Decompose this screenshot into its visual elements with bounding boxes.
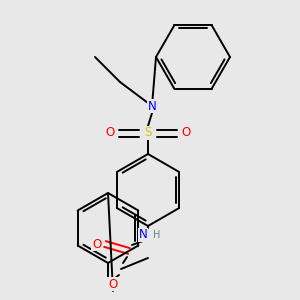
- Text: O: O: [108, 278, 118, 290]
- Text: H: H: [153, 230, 161, 240]
- Text: N: N: [148, 100, 156, 112]
- Text: S: S: [144, 127, 152, 140]
- Text: O: O: [182, 127, 190, 140]
- Text: O: O: [105, 127, 115, 140]
- Text: O: O: [92, 238, 102, 250]
- Text: N: N: [139, 229, 147, 242]
